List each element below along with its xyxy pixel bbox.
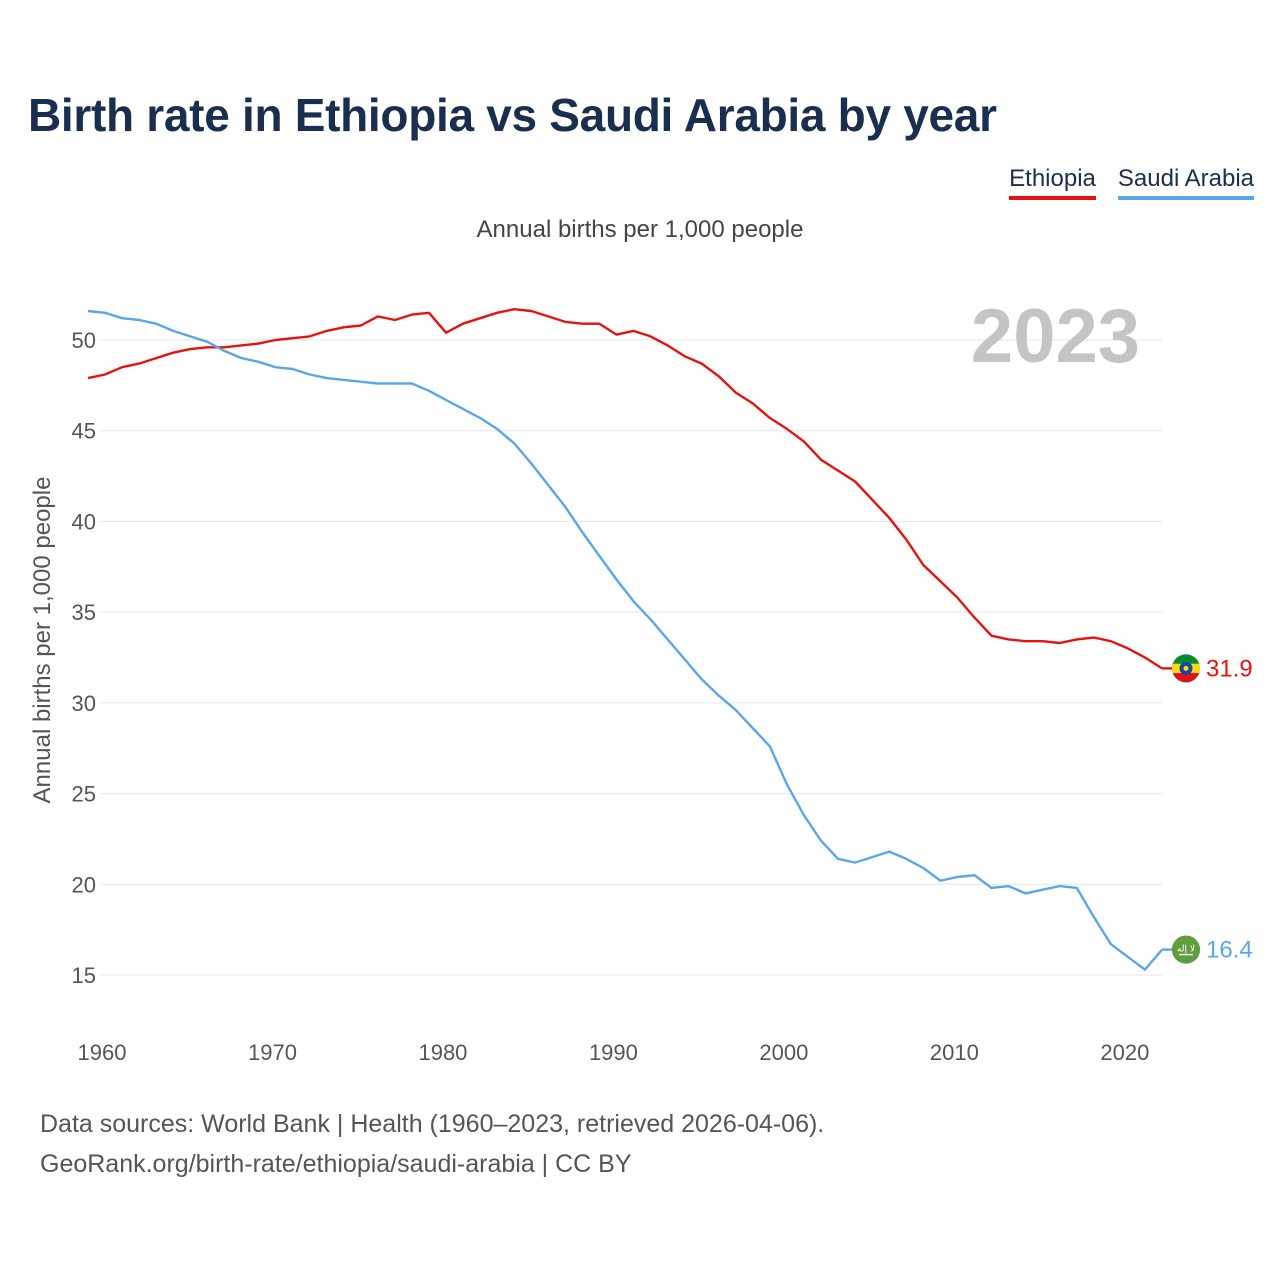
- y-tick-labels: 15 20 25 30 35 40 45 50: [72, 328, 96, 988]
- series-line-ethiopia[interactable]: [87, 308, 1163, 670]
- x-tick-label: 1980: [418, 1040, 467, 1065]
- footer-link[interactable]: GeoRank.org/birth-rate/ethiopia/saudi-ar…: [40, 1150, 632, 1178]
- saudi-arabia-flag-icon: لا إله: [1171, 935, 1201, 965]
- legend: Ethiopia Saudi Arabia: [1009, 164, 1254, 200]
- legend-item-ethiopia[interactable]: Ethiopia: [1009, 164, 1096, 200]
- gridlines: [100, 339, 1162, 976]
- y-tick-label: 40: [72, 509, 96, 534]
- y-tick-label: 15: [72, 963, 96, 988]
- y-tick-label: 50: [72, 328, 96, 353]
- x-tick-label: 2010: [930, 1040, 979, 1065]
- series-end-markers: 31.9 لا إله 16.4: [1162, 653, 1253, 965]
- y-tick-label: 35: [72, 600, 96, 625]
- x-tick-labels: 1960 1970 1980 1990 2000 2010 2020: [78, 1040, 1150, 1065]
- y-tick-label: 30: [72, 691, 96, 716]
- y-tick-label: 45: [72, 419, 96, 444]
- footer-sources: Data sources: World Bank | Health (1960–…: [40, 1110, 825, 1138]
- end-value-label: 31.9: [1206, 655, 1253, 682]
- x-tick-label: 2020: [1100, 1040, 1149, 1065]
- y-tick-label: 25: [72, 782, 96, 807]
- end-value-label: 16.4: [1206, 937, 1253, 964]
- series-line-saudi-arabia[interactable]: [87, 309, 1163, 971]
- y-tick-label: 20: [72, 872, 96, 897]
- year-badge: 2023: [971, 294, 1140, 379]
- footer: Data sources: World Bank | Health (1960–…: [40, 1104, 824, 1184]
- chart-title: Birth rate in Ethiopia vs Saudi Arabia b…: [28, 89, 997, 141]
- x-tick-label: 2000: [759, 1040, 808, 1065]
- chart-subtitle: Annual births per 1,000 people: [476, 216, 804, 243]
- ethiopia-flag-icon: [1171, 653, 1201, 683]
- legend-item-saudi-arabia[interactable]: Saudi Arabia: [1117, 164, 1254, 200]
- svg-text:لا إله: لا إله: [1177, 945, 1195, 955]
- x-tick-label: 1960: [78, 1040, 127, 1065]
- x-tick-label: 1970: [248, 1040, 297, 1065]
- y-axis-label: Annual births per 1,000 people: [29, 477, 56, 804]
- x-tick-label: 1990: [589, 1040, 638, 1065]
- series-lines: [87, 308, 1163, 971]
